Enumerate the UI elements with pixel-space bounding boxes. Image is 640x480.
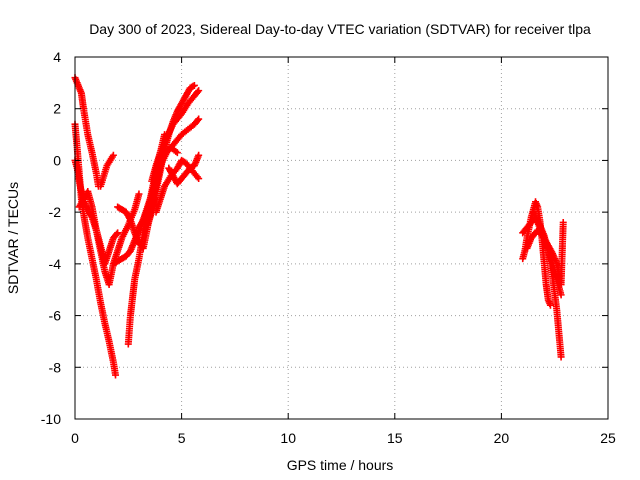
x-tick-label: 10: [280, 430, 296, 446]
data-point-marker: [194, 116, 202, 124]
data-point: [195, 175, 203, 183]
data-point: [109, 151, 117, 159]
data-point: [195, 151, 203, 159]
x-tick-label: 25: [600, 430, 616, 446]
plot-area: [71, 74, 567, 379]
data-series: [143, 81, 198, 229]
data-point: [190, 81, 198, 89]
plot-frame: [74, 56, 609, 420]
y-tick-label: -10: [41, 411, 61, 427]
data-series: [75, 187, 143, 289]
data-point: [557, 353, 565, 361]
y-tick-label: 0: [53, 152, 61, 168]
y-tick-label: -6: [49, 308, 62, 324]
y-axis-label: SDTVAR / TECUs: [5, 182, 21, 294]
data-series: [529, 208, 565, 299]
x-axis-label: GPS time / hours: [287, 457, 394, 473]
y-tick-label: -2: [49, 204, 62, 220]
data-point: [114, 229, 122, 237]
data-point: [557, 291, 565, 299]
x-tick-label: 0: [71, 430, 79, 446]
y-tick-label: 4: [53, 49, 61, 65]
data-point: [135, 190, 143, 198]
data-point-marker: [113, 230, 121, 238]
data-point: [546, 301, 554, 309]
data-series: [152, 156, 203, 216]
data-point: [173, 149, 181, 157]
data-point: [112, 371, 120, 379]
x-tick-label: 15: [387, 430, 403, 446]
y-tick-label: -8: [49, 359, 62, 375]
x-tick-label: 20: [494, 430, 510, 446]
data-point: [195, 87, 203, 95]
data-point-marker: [194, 88, 202, 96]
data-point-marker: [189, 82, 197, 90]
y-tick-label: -4: [49, 256, 62, 272]
data-series: [523, 218, 567, 289]
y-tick-label: 2: [53, 101, 61, 117]
data-series: [71, 120, 120, 379]
x-tick-label: 5: [178, 430, 186, 446]
data-point: [559, 218, 567, 226]
chart-title: Day 300 of 2023, Sidereal Day-to-day VTE…: [89, 21, 591, 37]
data-point: [195, 115, 203, 123]
